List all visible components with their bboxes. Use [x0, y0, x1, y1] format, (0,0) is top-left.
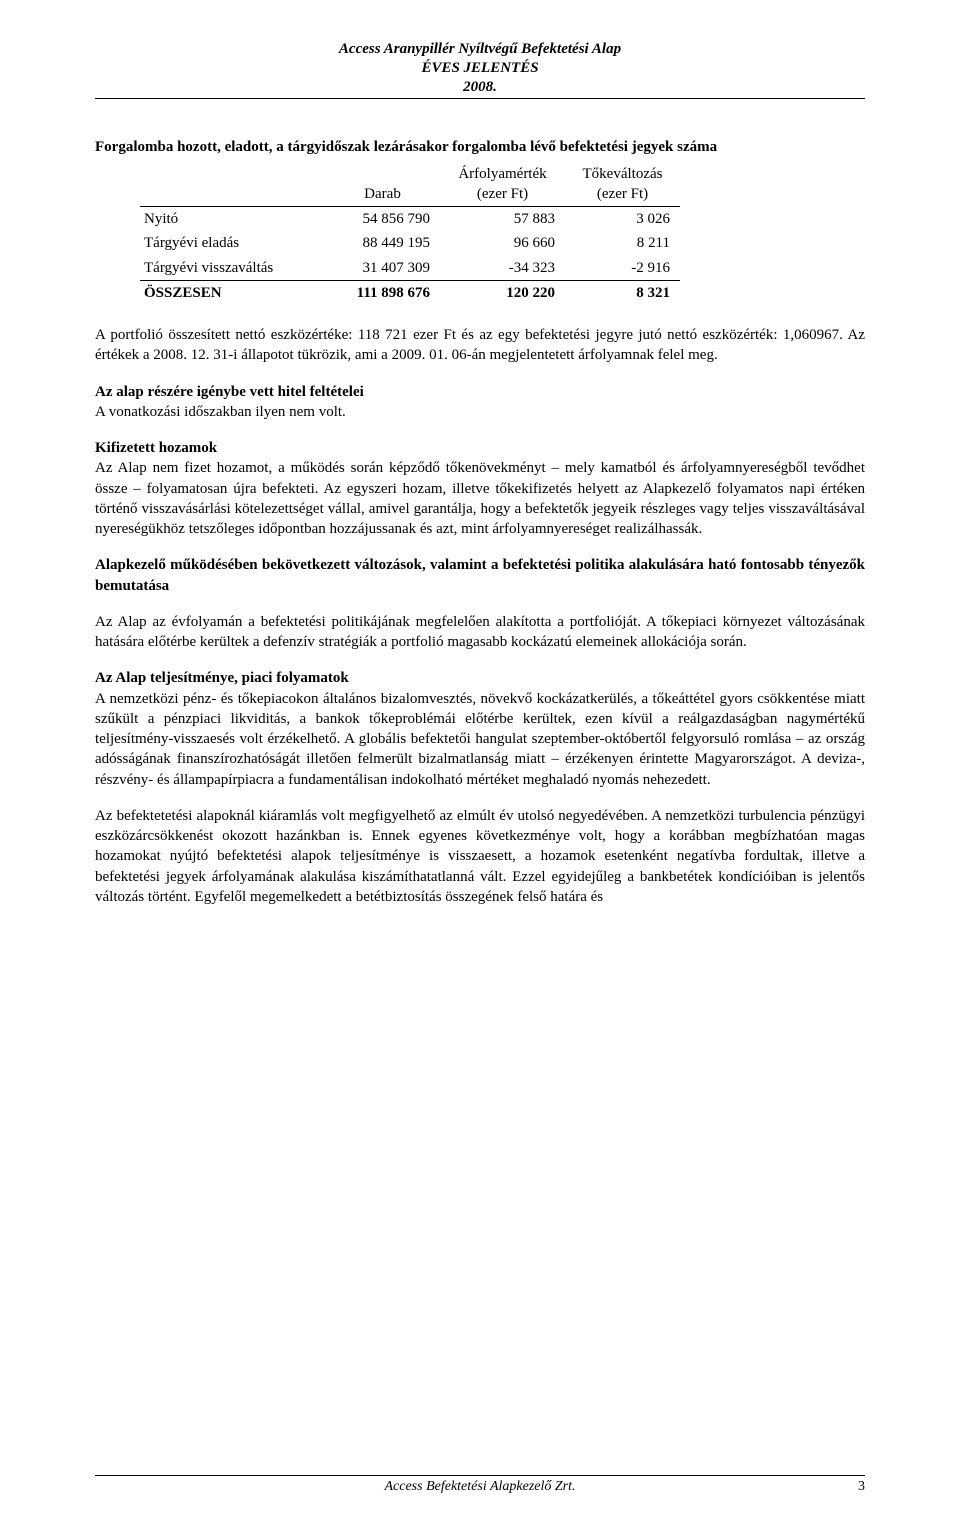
cell-arfolyam: -34 323	[440, 256, 565, 281]
table-row: Tárgyévi visszaváltás 31 407 309 -34 323…	[140, 256, 680, 281]
kiáramlás-paragraph: Az befektetetési alapoknál kiáramlás vol…	[95, 806, 865, 907]
document-header: Access Aranypillér Nyíltvégű Befektetési…	[95, 40, 865, 99]
intro-title: Forgalomba hozott, eladott, a tárgyidősz…	[95, 137, 865, 157]
col-header-darab: Darab	[325, 162, 440, 207]
page-number: 3	[858, 1478, 865, 1497]
total-darab: 111 898 676	[325, 280, 440, 305]
table-total-row: ÖSSZESEN 111 898 676 120 220 8 321	[140, 280, 680, 305]
document-footer: Access Befektetési Alapkezelő Zrt.	[95, 1475, 865, 1497]
row-label: Nyitó	[140, 207, 325, 232]
cell-darab: 54 856 790	[325, 207, 440, 232]
jegyek-table: Darab Árfolyamérték (ezer Ft) Tőkeváltoz…	[140, 162, 680, 306]
col-header-empty	[140, 162, 325, 207]
cell-darab: 31 407 309	[325, 256, 440, 281]
cell-toke: 8 211	[565, 231, 680, 255]
cell-darab: 88 449 195	[325, 231, 440, 255]
portfolio-paragraph: A portfolió összesített nettó eszközérté…	[95, 325, 865, 366]
row-label: Tárgyévi visszaváltás	[140, 256, 325, 281]
col-header-arfolyam: Árfolyamérték (ezer Ft)	[440, 162, 565, 207]
cell-toke: -2 916	[565, 256, 680, 281]
footer-text: Access Befektetési Alapkezelő Zrt.	[384, 1479, 575, 1494]
total-label: ÖSSZESEN	[140, 280, 325, 305]
cell-arfolyam: 57 883	[440, 207, 565, 232]
col-header-toke: Tőkeváltozás (ezer Ft)	[565, 162, 680, 207]
teljesitmeny-title: Az Alap teljesítménye, piaci folyamatok	[95, 670, 349, 686]
alapkezelo-body: Az Alap az évfolyamán a befektetési poli…	[95, 612, 865, 653]
header-line-1: Access Aranypillér Nyíltvégű Befektetési…	[95, 40, 865, 59]
hozamok-title: Kifizetett hozamok	[95, 440, 217, 456]
header-line-2: ÉVES JELENTÉS	[95, 59, 865, 78]
table-row: Nyitó 54 856 790 57 883 3 026	[140, 207, 680, 232]
hozamok-section: Kifizetett hozamok Az Alap nem fizet hoz…	[95, 438, 865, 539]
teljesitmeny-section: Az Alap teljesítménye, piaci folyamatok …	[95, 668, 865, 790]
cell-arfolyam: 96 660	[440, 231, 565, 255]
alapkezelo-title: Alapkezelő működésében bekövetkezett vál…	[95, 555, 865, 596]
cell-toke: 3 026	[565, 207, 680, 232]
hitel-title: Az alap részére igénybe vett hitel felté…	[95, 382, 865, 402]
total-toke: 8 321	[565, 280, 680, 305]
hitel-body: A vonatkozási időszakban ilyen nem volt.	[95, 402, 865, 422]
table-row: Tárgyévi eladás 88 449 195 96 660 8 211	[140, 231, 680, 255]
table-header-row: Darab Árfolyamérték (ezer Ft) Tőkeváltoz…	[140, 162, 680, 207]
hozamok-body: Az Alap nem fizet hozamot, a működés sor…	[95, 458, 865, 539]
header-line-3: 2008.	[95, 78, 865, 97]
hitel-section: Az alap részére igénybe vett hitel felté…	[95, 382, 865, 423]
row-label: Tárgyévi eladás	[140, 231, 325, 255]
teljesitmeny-body: A nemzetközi pénz- és tőkepiacokon által…	[95, 689, 865, 790]
total-arfolyam: 120 220	[440, 280, 565, 305]
